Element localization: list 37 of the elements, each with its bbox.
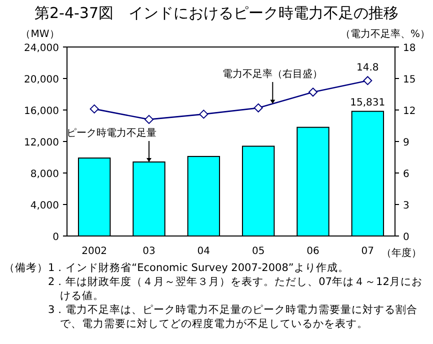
y2-tick-label: 9: [403, 138, 410, 148]
y2-tick-label: 0: [403, 232, 410, 243]
text: 3．電力不足率は、ピーク時電力不足量のピーク時電力需要量に対する割合で、電力需要に対してどの程度電力が不足しているかを表す。: [47, 303, 419, 331]
y2-tick-label: 3: [403, 200, 410, 212]
x-tick-label: 05: [252, 246, 265, 257]
y-tick-label: 0: [52, 232, 59, 243]
y-axis-title: （MW）: [20, 29, 60, 40]
y-tick-label: 20,000: [24, 74, 59, 86]
y-tick-label: 24,000: [24, 43, 59, 54]
y2-tick-label: 18: [403, 43, 416, 54]
x-tick-label: 07: [361, 246, 374, 257]
point: [90, 104, 99, 114]
point: [308, 88, 318, 97]
y2-tick-label: 15: [403, 74, 416, 86]
x-tick-label: 03: [142, 246, 156, 257]
point: [363, 76, 372, 86]
text: （備考）1．インド財務省“Economic Survey 2007-2008”より作成。: [4, 261, 350, 275]
y-tick-label: 4,000: [30, 200, 59, 212]
y2-axis-title: （電力不足率、%）: [340, 28, 430, 40]
y2-tick-label: 12: [403, 106, 416, 117]
x-tick-label: 04: [197, 246, 210, 257]
text: 2．年は財政年度（４月～翌年３月）を表す。ただし、07年は４～12月における値。: [47, 275, 424, 303]
y-tick-label: 12,000: [24, 138, 59, 148]
x-tick-label: 2002: [82, 246, 108, 257]
y-tick-label: 16,000: [24, 106, 59, 117]
y-tick-label: 8,000: [30, 169, 59, 180]
point: [144, 114, 154, 124]
text: ピーク時電力不足量: [66, 127, 156, 139]
y2-tick-label: 6: [403, 169, 410, 180]
point: [254, 103, 263, 112]
x-axis-title: （年度）: [382, 247, 422, 259]
x-tick-label: 06: [306, 246, 320, 257]
data-label: 15,831: [350, 97, 386, 108]
data-label: 14.8: [356, 62, 379, 74]
point: [199, 110, 208, 119]
series-label: 電力不足率（右目盛）: [222, 68, 323, 80]
chart-title: 第2-4-37図 インドにおけるピーク時電力不足の推移: [34, 4, 398, 22]
